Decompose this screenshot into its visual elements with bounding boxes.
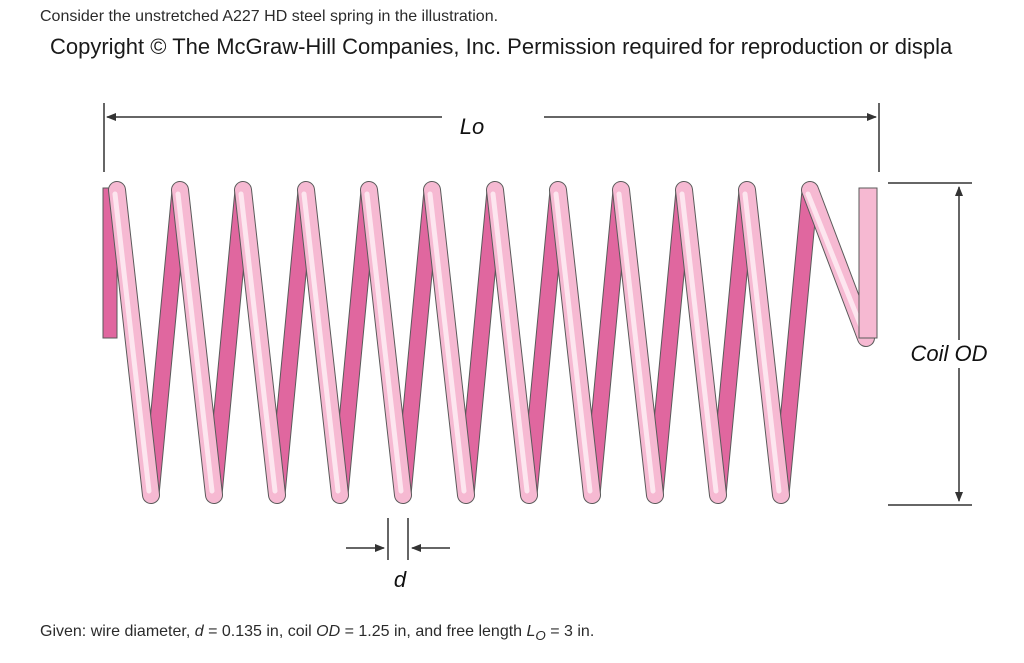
lo-symbol: L bbox=[526, 623, 536, 640]
coil-od-label: Coil OD bbox=[910, 341, 987, 366]
free-length-dimension: Lo bbox=[103, 103, 880, 172]
front-strand-highlight bbox=[238, 191, 278, 494]
front-strand-highlight bbox=[112, 191, 152, 494]
spring-back-coils bbox=[102, 187, 819, 496]
front-strand-highlight bbox=[616, 191, 656, 494]
front-strand-highlight bbox=[805, 191, 867, 337]
d-value: = 0.135 in, coil bbox=[203, 623, 317, 640]
lo-value: = 3 in. bbox=[545, 623, 595, 640]
front-strand-highlight bbox=[301, 191, 341, 494]
given-prefix: Given: wire diameter, bbox=[40, 623, 195, 640]
lo-subscript: O bbox=[535, 628, 546, 644]
free-length-label: Lo bbox=[460, 114, 484, 139]
od-symbol: OD bbox=[316, 623, 341, 640]
front-strand-highlight bbox=[175, 191, 215, 494]
front-strand-highlight bbox=[742, 191, 782, 494]
copyright-notice: Copyright © The McGraw-Hill Companies, I… bbox=[50, 34, 953, 59]
problem-intro: Consider the unstretched A227 HD steel s… bbox=[40, 8, 499, 25]
coil-od-dimension: Coil OD bbox=[888, 182, 988, 506]
d-symbol: d bbox=[194, 623, 204, 640]
wire-diameter-label: d bbox=[394, 567, 407, 592]
front-strand-highlight bbox=[679, 191, 719, 494]
front-strand-highlight bbox=[553, 191, 593, 494]
right-end-tab bbox=[858, 187, 878, 339]
wire-diameter-dimension: d bbox=[346, 518, 450, 592]
spring-front-coils bbox=[108, 181, 878, 504]
od-value: = 1.25 in, and free length bbox=[340, 623, 527, 640]
front-strand-highlight bbox=[364, 191, 404, 494]
given-values: Given: wire diameter, d = 0.135 in, coil… bbox=[40, 623, 594, 643]
front-strand-highlight bbox=[427, 191, 467, 494]
front-strand-highlight bbox=[490, 191, 530, 494]
